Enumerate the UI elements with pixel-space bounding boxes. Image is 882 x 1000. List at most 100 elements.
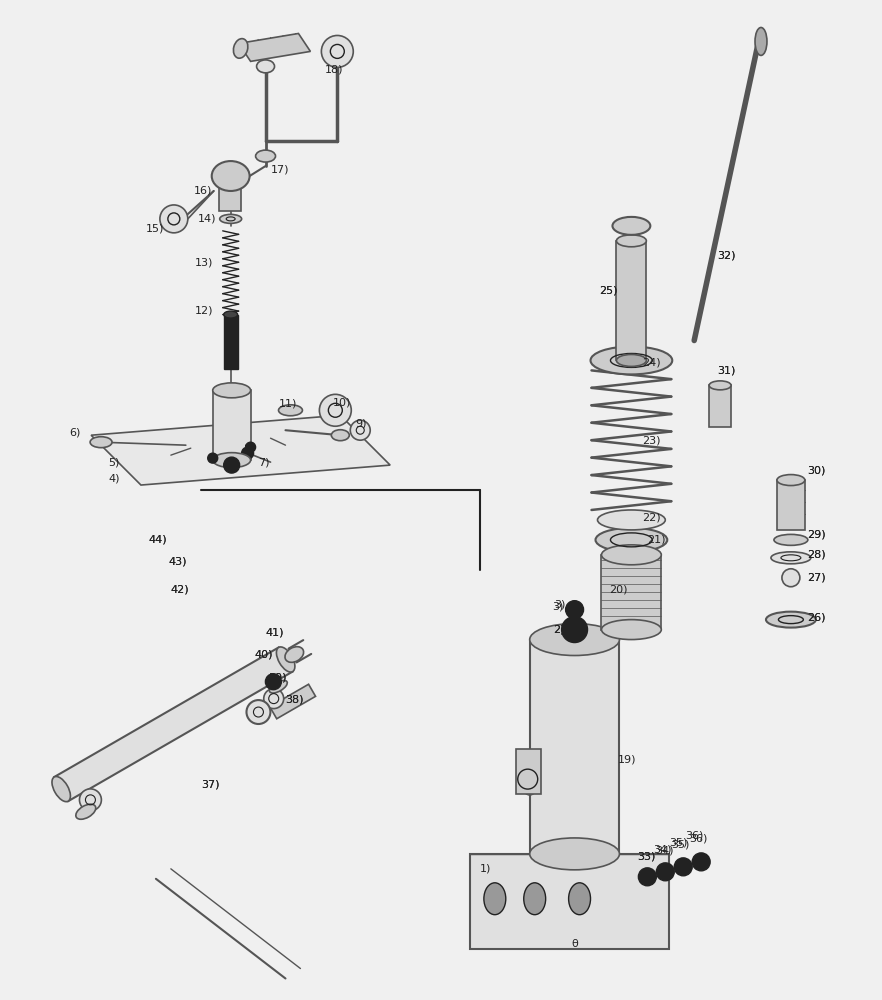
Text: 27): 27)	[807, 573, 826, 583]
Ellipse shape	[602, 620, 662, 640]
Ellipse shape	[90, 437, 112, 448]
Text: 1): 1)	[480, 864, 491, 874]
Ellipse shape	[595, 528, 668, 552]
Ellipse shape	[76, 804, 96, 819]
Ellipse shape	[530, 838, 619, 870]
Text: 2): 2)	[553, 625, 564, 635]
Text: 38): 38)	[286, 694, 304, 704]
Text: 37): 37)	[201, 779, 220, 789]
Text: 32): 32)	[717, 251, 736, 261]
Ellipse shape	[285, 647, 303, 662]
Text: 44): 44)	[149, 535, 168, 545]
Text: 9): 9)	[355, 418, 367, 428]
Text: 10): 10)	[333, 397, 351, 407]
Text: 16): 16)	[194, 186, 213, 196]
Ellipse shape	[617, 235, 647, 247]
Circle shape	[350, 420, 370, 440]
Text: 25): 25)	[600, 286, 618, 296]
Text: 14): 14)	[198, 214, 216, 224]
Circle shape	[656, 863, 674, 881]
Circle shape	[639, 868, 656, 886]
Ellipse shape	[530, 624, 619, 656]
Bar	[213, 390, 250, 460]
Text: 13): 13)	[195, 258, 213, 268]
Text: 32): 32)	[717, 251, 736, 261]
Text: 31): 31)	[717, 365, 736, 375]
Circle shape	[264, 689, 284, 709]
Circle shape	[782, 569, 800, 587]
Text: 33): 33)	[638, 852, 655, 862]
Text: 40): 40)	[255, 650, 273, 660]
Text: 26): 26)	[807, 613, 826, 623]
Text: 28): 28)	[807, 550, 826, 560]
Text: 30): 30)	[807, 465, 826, 475]
Ellipse shape	[617, 354, 647, 366]
Ellipse shape	[597, 510, 665, 530]
Text: 18): 18)	[325, 64, 343, 74]
Text: 36): 36)	[689, 834, 707, 844]
Circle shape	[319, 394, 351, 426]
Text: 41): 41)	[265, 628, 284, 638]
Text: 34): 34)	[655, 846, 674, 856]
Polygon shape	[91, 415, 390, 485]
Text: 17): 17)	[271, 164, 289, 174]
Text: 39): 39)	[268, 672, 287, 682]
Text: 33): 33)	[638, 852, 655, 862]
Text: 15): 15)	[146, 224, 164, 234]
Ellipse shape	[256, 150, 275, 162]
Text: 26): 26)	[807, 613, 826, 623]
Ellipse shape	[213, 453, 250, 468]
Bar	[617, 241, 647, 360]
Ellipse shape	[591, 346, 672, 374]
Bar	[709, 385, 731, 427]
Text: 39): 39)	[268, 672, 287, 682]
Text: 23): 23)	[642, 435, 661, 445]
Text: 11): 11)	[279, 398, 297, 408]
Circle shape	[562, 617, 587, 643]
Ellipse shape	[771, 552, 811, 564]
Text: 37): 37)	[201, 779, 220, 789]
Text: 30): 30)	[807, 465, 826, 475]
Bar	[777, 480, 805, 530]
Ellipse shape	[524, 883, 546, 915]
Polygon shape	[54, 647, 293, 801]
Text: 42): 42)	[171, 585, 190, 595]
Ellipse shape	[777, 475, 805, 486]
Ellipse shape	[602, 545, 662, 565]
Polygon shape	[270, 684, 316, 719]
Circle shape	[79, 789, 101, 811]
Circle shape	[674, 858, 692, 876]
Text: 35): 35)	[669, 838, 688, 848]
Circle shape	[160, 205, 188, 233]
Ellipse shape	[212, 161, 250, 191]
Text: 34): 34)	[654, 845, 672, 855]
Text: 42): 42)	[171, 585, 190, 595]
Text: 44): 44)	[149, 535, 168, 545]
Bar	[516, 749, 541, 794]
Circle shape	[208, 453, 218, 463]
Text: 38): 38)	[286, 694, 304, 704]
Text: 22): 22)	[642, 513, 661, 523]
Text: 24): 24)	[642, 357, 661, 367]
Polygon shape	[239, 33, 310, 61]
Ellipse shape	[276, 647, 295, 672]
Text: 27): 27)	[807, 573, 826, 583]
Text: 20): 20)	[609, 585, 628, 595]
Text: 3): 3)	[553, 602, 564, 612]
Text: 8): 8)	[243, 443, 255, 453]
Text: 43): 43)	[168, 557, 187, 567]
Text: θ: θ	[572, 939, 579, 949]
Bar	[602, 555, 662, 630]
Text: 3): 3)	[555, 600, 566, 610]
Bar	[219, 176, 241, 211]
Ellipse shape	[569, 883, 591, 915]
Circle shape	[246, 700, 271, 724]
Text: 29): 29)	[807, 530, 826, 540]
Text: 12): 12)	[195, 306, 213, 316]
Text: 31): 31)	[717, 365, 736, 375]
Bar	[470, 854, 669, 949]
Ellipse shape	[709, 381, 731, 390]
Ellipse shape	[484, 883, 505, 915]
Ellipse shape	[224, 311, 237, 318]
Ellipse shape	[213, 383, 250, 398]
